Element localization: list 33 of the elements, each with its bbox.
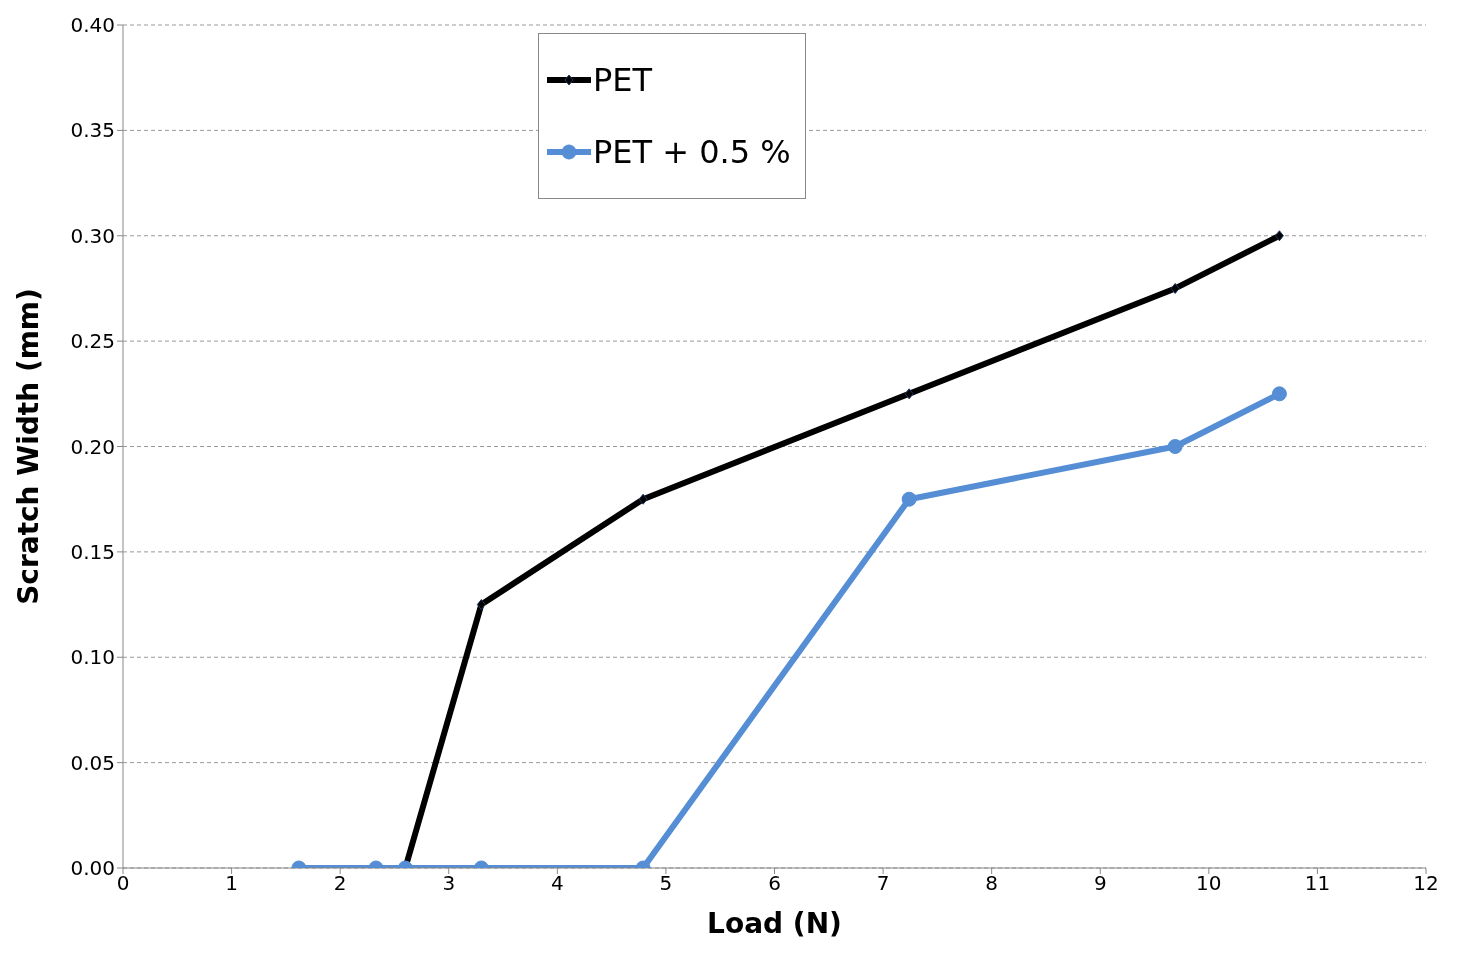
x-tick-label: 12 xyxy=(1413,871,1439,896)
x-tick-label: 11 xyxy=(1304,871,1331,896)
point xyxy=(1271,386,1287,402)
y-axis-title: Scratch Width (mm) xyxy=(11,288,45,605)
y-tick-label: 0.25 xyxy=(70,329,115,354)
x-tick-label: 10 xyxy=(1196,871,1222,896)
y-tick-label: 0.20 xyxy=(70,434,115,459)
x-axis-title: Load (N) xyxy=(707,907,842,940)
x-tick-label: 4 xyxy=(550,871,564,896)
point xyxy=(904,388,914,400)
y-tick-label: 0.10 xyxy=(70,645,115,670)
point xyxy=(1170,282,1180,294)
x-tick-label: 1 xyxy=(225,871,238,896)
point xyxy=(901,491,917,507)
y-tick-label: 0.05 xyxy=(70,750,115,775)
x-tick-label: 3 xyxy=(442,871,456,896)
y-tick-label: 0.15 xyxy=(70,539,115,564)
point xyxy=(1167,439,1183,454)
x-tick-label: 2 xyxy=(333,871,347,896)
point xyxy=(1274,230,1284,242)
x-tick-label: 0 xyxy=(116,871,130,896)
y-tick-label: 0.40 xyxy=(70,13,115,38)
y-tick-label: 0.30 xyxy=(70,223,115,248)
x-tick-label: 9 xyxy=(1093,871,1107,896)
y-tick-label: 0.00 xyxy=(70,856,115,881)
legend-label: PET xyxy=(593,61,653,99)
legend-label: PET + 0.5 % xyxy=(593,133,791,171)
point xyxy=(638,493,648,505)
x-tick-label: 8 xyxy=(985,871,999,896)
x-tick-label: 7 xyxy=(876,871,890,896)
y-tick-label: 0.35 xyxy=(70,118,115,143)
x-tick-label: 6 xyxy=(768,871,781,896)
x-tick-label: 5 xyxy=(659,871,673,896)
